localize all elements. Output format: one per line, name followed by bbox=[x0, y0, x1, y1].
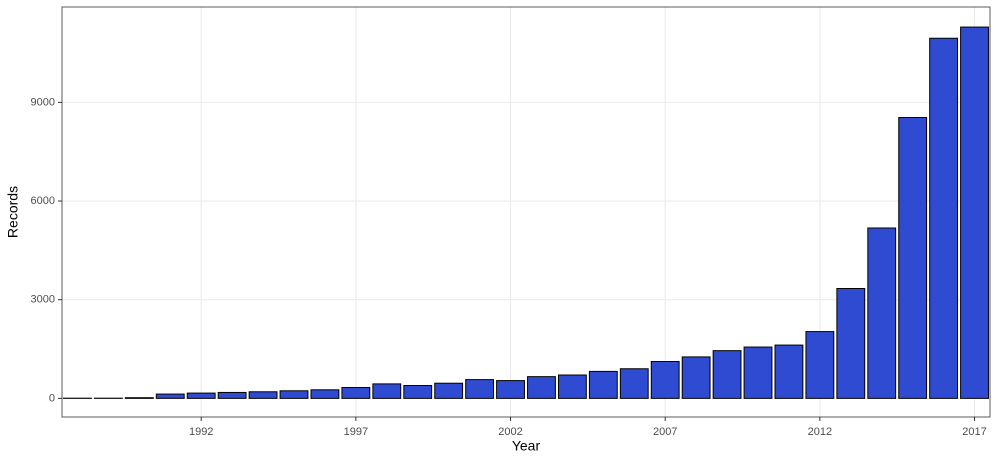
panel-border bbox=[61, 6, 991, 418]
bar bbox=[403, 385, 433, 399]
bar bbox=[434, 382, 464, 399]
bar bbox=[279, 390, 309, 399]
x-tick-label: 1997 bbox=[344, 426, 368, 438]
x-tick-label: 2007 bbox=[653, 426, 677, 438]
bar bbox=[465, 379, 495, 399]
bar bbox=[960, 26, 989, 399]
bar bbox=[124, 397, 154, 399]
y-tick-label: 6000 bbox=[31, 195, 55, 207]
bar bbox=[588, 370, 618, 399]
y-tick-label: 3000 bbox=[31, 294, 55, 306]
bar bbox=[186, 392, 216, 399]
bar bbox=[650, 361, 680, 399]
bar bbox=[527, 376, 556, 399]
bar bbox=[217, 391, 247, 399]
x-tick-label: 2012 bbox=[808, 426, 832, 438]
y-tick-label: 9000 bbox=[31, 96, 55, 108]
y-tick-label: 0 bbox=[49, 392, 55, 404]
bar bbox=[712, 350, 742, 399]
bar bbox=[836, 288, 866, 399]
bar bbox=[496, 380, 525, 399]
bar bbox=[898, 116, 928, 399]
bar bbox=[341, 387, 371, 399]
bar bbox=[805, 331, 835, 399]
bar bbox=[929, 37, 959, 399]
x-tick-label: 2002 bbox=[498, 426, 522, 438]
bar bbox=[681, 356, 711, 399]
x-tick-label: 1992 bbox=[189, 426, 213, 438]
bar bbox=[867, 227, 897, 399]
bar bbox=[557, 374, 587, 399]
bar bbox=[619, 368, 649, 399]
bar bbox=[155, 393, 185, 399]
bar bbox=[372, 383, 402, 399]
bar bbox=[774, 344, 804, 399]
bar bbox=[310, 389, 340, 399]
x-axis-title: Year bbox=[512, 438, 541, 454]
y-axis-title: Records bbox=[5, 186, 21, 238]
panel bbox=[62, 7, 990, 417]
bar bbox=[248, 391, 278, 399]
bar bbox=[743, 346, 773, 399]
x-tick-label: 2017 bbox=[962, 426, 986, 438]
